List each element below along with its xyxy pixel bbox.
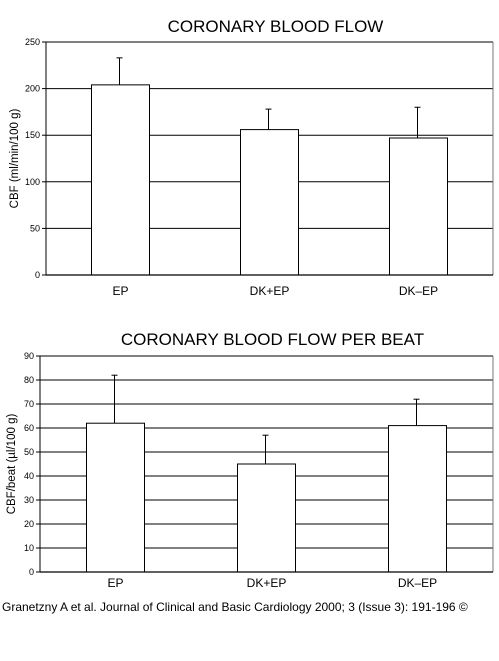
chart1-category-label: EP (112, 284, 128, 298)
chart2-tick-label: 60 (24, 423, 34, 433)
chart1-tick-label: 100 (25, 177, 40, 187)
chart2-tick-label: 80 (24, 375, 34, 385)
chart1-tick-label: 50 (30, 223, 40, 233)
chart1-bar (389, 137, 448, 276)
chart1-tick-label: 150 (25, 130, 40, 140)
chart1-category-label: DK–EP (399, 284, 438, 298)
chart2-tick-label: 30 (24, 495, 34, 505)
chart2-bar (86, 422, 145, 573)
chart1-category-label: DK+EP (250, 284, 290, 298)
chart2-tick-label: 90 (24, 351, 34, 361)
chart1-bar (91, 84, 150, 276)
chart2-title: CORONARY BLOOD FLOW PER BEAT (121, 330, 424, 349)
chart2-category-label: EP (107, 576, 123, 590)
chart1-tick-label: 0 (35, 270, 40, 280)
chart2-tick-label: 0 (29, 567, 34, 577)
chart1-tick-label: 200 (25, 84, 40, 94)
chart2-tick-label: 10 (24, 543, 34, 553)
chart2-bar (237, 463, 296, 573)
chart1-title: CORONARY BLOOD FLOW (168, 17, 384, 36)
chart2-tick-label: 20 (24, 519, 34, 529)
chart1-bar (240, 129, 299, 276)
chart1-y-axis-label: CBF (ml/min/100 g) (9, 108, 21, 208)
chart2-tick-label: 40 (24, 471, 34, 481)
chart1-tick-label: 250 (25, 37, 40, 47)
figure-caption: Granetzny A et al. Journal of Clinical a… (2, 600, 468, 614)
chart2-y-axis-label: CBF/beat (µl/100 g) (6, 414, 18, 515)
chart2-bar (388, 425, 447, 573)
chart2-tick-label: 70 (24, 399, 34, 409)
chart2-tick-label: 50 (24, 447, 34, 457)
chart2-category-label: DK+EP (247, 576, 287, 590)
chart2-category-label: DK–EP (398, 576, 437, 590)
